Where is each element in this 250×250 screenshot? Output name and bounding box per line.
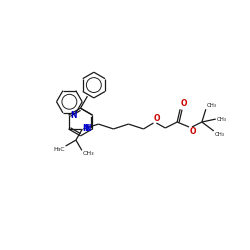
Text: CH₃: CH₃ xyxy=(215,132,225,137)
Text: N: N xyxy=(84,124,91,134)
Text: O: O xyxy=(180,99,187,108)
Text: CH₃: CH₃ xyxy=(83,151,94,156)
Text: O: O xyxy=(190,128,196,136)
Text: CH₃: CH₃ xyxy=(217,116,227,121)
Text: N: N xyxy=(70,110,76,120)
Text: CH₃: CH₃ xyxy=(206,103,216,108)
Text: N: N xyxy=(82,124,89,134)
Text: O: O xyxy=(154,114,160,122)
Text: H₃C: H₃C xyxy=(53,146,65,152)
